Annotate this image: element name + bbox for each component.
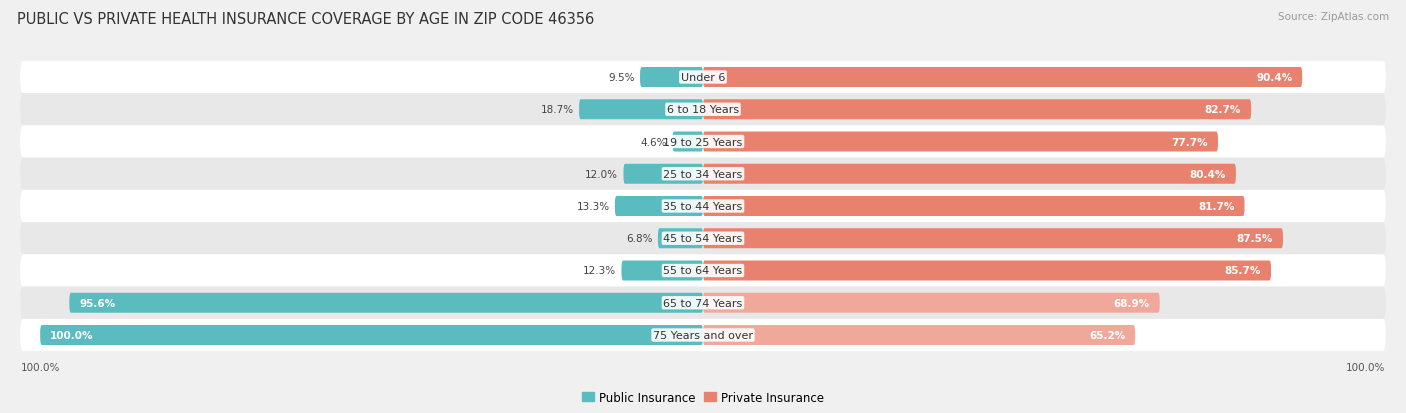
Text: 65 to 74 Years: 65 to 74 Years [664, 298, 742, 308]
FancyBboxPatch shape [20, 223, 1386, 255]
Text: 13.3%: 13.3% [576, 202, 610, 211]
FancyBboxPatch shape [672, 132, 703, 152]
Text: 19 to 25 Years: 19 to 25 Years [664, 137, 742, 147]
FancyBboxPatch shape [579, 100, 703, 120]
Text: 55 to 64 Years: 55 to 64 Years [664, 266, 742, 276]
FancyBboxPatch shape [20, 94, 1386, 126]
FancyBboxPatch shape [703, 132, 1218, 152]
Text: Source: ZipAtlas.com: Source: ZipAtlas.com [1278, 12, 1389, 22]
Text: 6.8%: 6.8% [626, 234, 652, 244]
Text: 18.7%: 18.7% [541, 105, 574, 115]
Text: PUBLIC VS PRIVATE HEALTH INSURANCE COVERAGE BY AGE IN ZIP CODE 46356: PUBLIC VS PRIVATE HEALTH INSURANCE COVER… [17, 12, 595, 27]
Text: 90.4%: 90.4% [1256, 73, 1292, 83]
Text: 4.6%: 4.6% [641, 137, 668, 147]
Text: 65.2%: 65.2% [1090, 330, 1125, 340]
FancyBboxPatch shape [41, 325, 703, 345]
Text: 77.7%: 77.7% [1171, 137, 1208, 147]
Text: 45 to 54 Years: 45 to 54 Years [664, 234, 742, 244]
FancyBboxPatch shape [20, 158, 1386, 190]
FancyBboxPatch shape [703, 261, 1271, 281]
FancyBboxPatch shape [703, 100, 1251, 120]
FancyBboxPatch shape [614, 197, 703, 216]
FancyBboxPatch shape [20, 126, 1386, 158]
FancyBboxPatch shape [703, 197, 1244, 216]
Text: 9.5%: 9.5% [609, 73, 634, 83]
FancyBboxPatch shape [621, 261, 703, 281]
FancyBboxPatch shape [703, 229, 1282, 249]
FancyBboxPatch shape [20, 190, 1386, 223]
FancyBboxPatch shape [703, 164, 1236, 184]
Text: 12.3%: 12.3% [583, 266, 616, 276]
Text: 87.5%: 87.5% [1237, 234, 1272, 244]
Legend: Public Insurance, Private Insurance: Public Insurance, Private Insurance [578, 386, 828, 408]
Text: 100.0%: 100.0% [51, 330, 94, 340]
Text: 12.0%: 12.0% [585, 169, 619, 179]
Text: 80.4%: 80.4% [1189, 169, 1226, 179]
FancyBboxPatch shape [703, 325, 1135, 345]
Text: 6 to 18 Years: 6 to 18 Years [666, 105, 740, 115]
FancyBboxPatch shape [20, 255, 1386, 287]
FancyBboxPatch shape [640, 68, 703, 88]
Text: Under 6: Under 6 [681, 73, 725, 83]
Text: 68.9%: 68.9% [1114, 298, 1150, 308]
Text: 95.6%: 95.6% [79, 298, 115, 308]
Text: 85.7%: 85.7% [1225, 266, 1261, 276]
Text: 75 Years and over: 75 Years and over [652, 330, 754, 340]
Text: 82.7%: 82.7% [1205, 105, 1241, 115]
FancyBboxPatch shape [623, 164, 703, 184]
FancyBboxPatch shape [658, 229, 703, 249]
FancyBboxPatch shape [20, 62, 1386, 94]
Text: 81.7%: 81.7% [1198, 202, 1234, 211]
FancyBboxPatch shape [20, 319, 1386, 351]
FancyBboxPatch shape [20, 287, 1386, 319]
Text: 35 to 44 Years: 35 to 44 Years [664, 202, 742, 211]
Text: 25 to 34 Years: 25 to 34 Years [664, 169, 742, 179]
FancyBboxPatch shape [69, 293, 703, 313]
FancyBboxPatch shape [703, 68, 1302, 88]
FancyBboxPatch shape [703, 293, 1160, 313]
